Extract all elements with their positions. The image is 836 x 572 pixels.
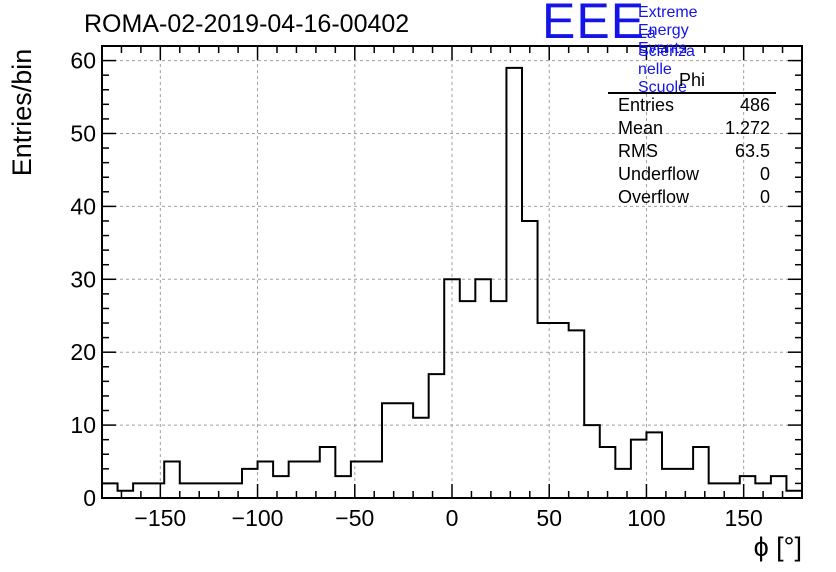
x-tick-label: −50 (335, 505, 374, 531)
stat-value: 0 (759, 164, 770, 184)
eee-logo-mark: EEE (542, 0, 646, 49)
stat-label: Entries (618, 95, 675, 115)
y-axis-label-text: Entries/bin (7, 48, 37, 177)
stat-row-mean: Mean 1.272 (608, 117, 776, 140)
x-tick-label: 150 (724, 505, 762, 531)
stat-value: 1.272 (724, 118, 770, 138)
stat-value: 0 (759, 187, 770, 207)
y-tick-label: 40 (70, 193, 96, 219)
stat-label: Mean (618, 118, 664, 138)
stat-row-underflow: Underflow 0 (608, 163, 776, 186)
stats-title: Phi (608, 70, 776, 94)
ticks (102, 45, 802, 499)
y-tick-label: 0 (83, 485, 96, 511)
stat-row-overflow: Overflow 0 (608, 186, 776, 209)
x-tick-label: 0 (446, 505, 459, 531)
chart-title: ROMA-02-2019-04-16-00402 (84, 10, 410, 38)
logo-line-1: Extreme Energy Events (638, 4, 698, 57)
x-tick-label: −150 (134, 505, 186, 531)
stat-row-entries: Entries 486 (608, 94, 776, 117)
x-tick-label: 50 (536, 505, 562, 531)
stat-value: 63.5 (734, 141, 770, 161)
x-tick-label: −100 (232, 505, 284, 531)
histogram-line (102, 66, 802, 492)
y-tick-label: 10 (70, 412, 96, 438)
stat-label: Underflow (618, 164, 700, 184)
stat-row-rms: RMS 63.5 (608, 140, 776, 163)
y-tick-label: 50 (70, 120, 96, 146)
y-tick-label: 60 (70, 48, 96, 74)
y-tick-label: 30 (70, 266, 96, 292)
stat-label: Overflow (618, 187, 690, 207)
x-axis-label: ϕ [°] (753, 532, 802, 562)
stat-value: 486 (739, 95, 770, 115)
x-tick-label: 100 (627, 505, 665, 531)
tick-labels: −150 −100 −50 0 50 100 150 0 10 20 30 40 50 60 (70, 48, 762, 531)
logo-line-2: La Scienza nelle Scuole (638, 25, 695, 96)
y-tick-label: 20 (70, 339, 96, 365)
stat-label: RMS (618, 141, 658, 161)
stats-box: Phi Entries 486 Mean 1.272 RMS 63.5 Unde… (608, 70, 776, 209)
y-axis-label: Entries/bin (7, 49, 37, 177)
